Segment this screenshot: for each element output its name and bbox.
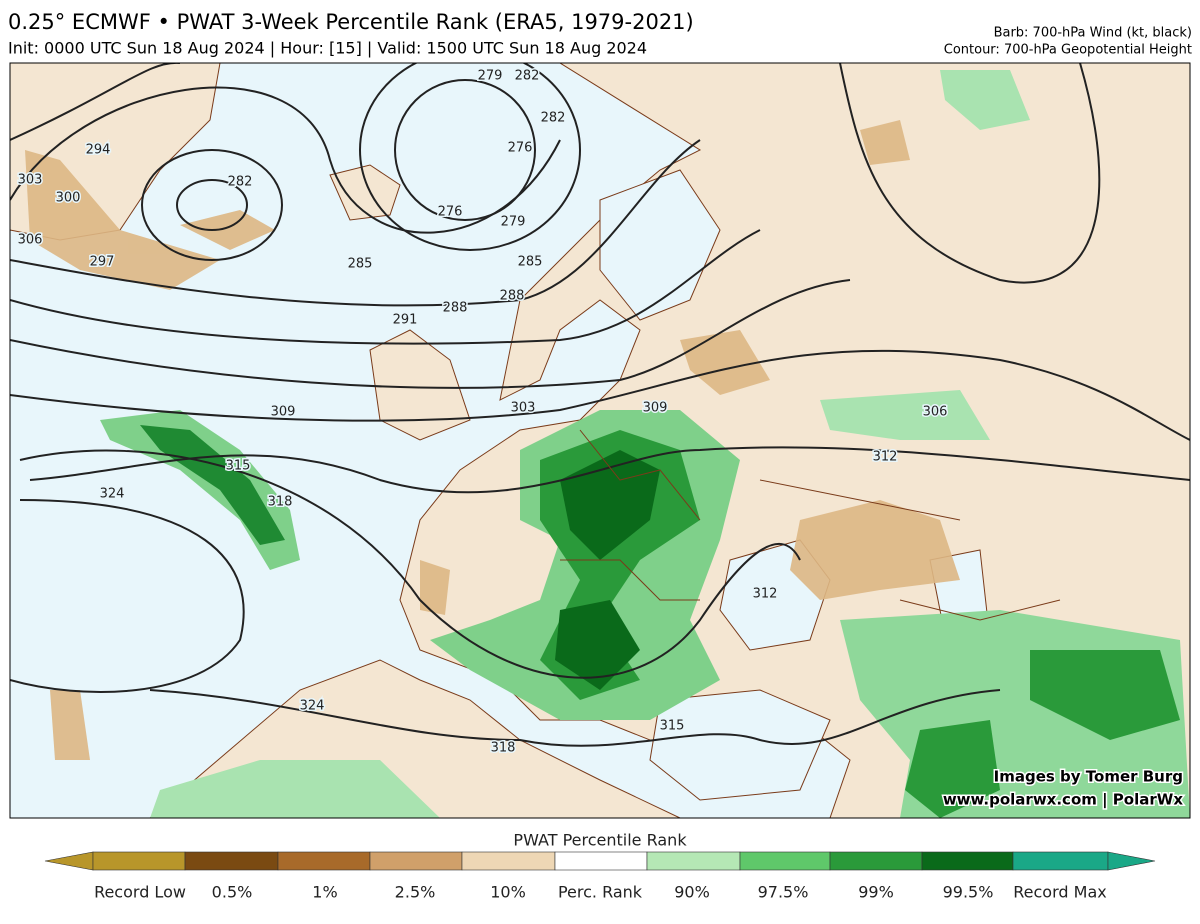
colorbar-label: Record Max [1013,883,1106,902]
colorbar-label: 97.5% [758,883,809,902]
contour-label: 324 [300,699,325,714]
colorbar-segment [1012,851,1109,871]
contour-label: 276 [508,141,533,156]
credit: www.polarwx.com | PolarWx [943,791,1184,810]
colorbar-segment [184,851,279,871]
colorbar-label: 1% [312,883,337,902]
contour-label: 324 [100,487,125,502]
contour-label: 306 [18,233,43,248]
contour-labels: 303 300 306 294 297 282 279 282 276 282 276 279 285 2… [16,67,949,757]
contour-label: 300 [56,191,81,206]
contour-label: 294 [86,143,111,158]
contour-label: 282 [228,175,253,190]
contour-label: 309 [643,401,668,416]
credit: Images by Tomer Burg [994,768,1183,786]
contour-note: Contour: 700-hPa Geopotential Height [944,43,1192,58]
colorbar-label: 99.5% [943,883,994,902]
contour-label: 285 [348,257,373,272]
colorbar-segment [829,851,923,871]
contour-label: 285 [518,255,543,270]
contour-label: 291 [393,313,418,328]
contour-label: 315 [226,459,251,474]
colorbar-title: PWAT Percentile Rank [513,831,687,850]
wet-areas [100,70,1190,818]
colorbar-segment [554,851,648,871]
colorbar-label: Record Low [94,883,186,902]
colorbar-label: 99% [858,883,894,902]
borders [560,429,1061,621]
colorbar-segment [1107,851,1156,871]
colorbar-segment [646,851,741,871]
contour-label: 282 [541,111,566,126]
colorbar-segment [369,851,463,871]
colorbar-segment [921,851,1014,871]
contour-label: 303 [18,173,43,188]
title: 0.25° ECMWF • PWAT 3-Week Percentile Ran… [8,10,694,34]
colorbar-label: 90% [674,883,710,902]
colorbar-label: 10% [490,883,526,902]
contour-label: 309 [271,405,296,420]
contour-label: 312 [753,587,778,602]
contour-label: 315 [660,719,685,734]
map-frame [9,62,1191,819]
contour-label: 303 [511,401,536,416]
colorbar-label: 0.5% [212,883,253,902]
contour-label: 282 [515,69,540,84]
contour-label: 288 [500,289,525,304]
map: 303 300 306 294 297 282 279 282 276 282 276 279 285 2… [10,63,1190,818]
dry-areas [25,120,960,760]
colorbar-labels: Record Low 0.5% 1% 2.5% 10% Perc. Rank 90% 97.5… [94,883,1107,902]
colorbar-segment [92,851,186,871]
contour-label: 279 [501,215,526,230]
subtitle: Init: 0000 UTC Sun 18 Aug 2024 | Hour: [… [8,39,647,58]
barb-note: Barb: 700-hPa Wind (kt, black) [994,26,1192,41]
contour-label: 279 [478,69,503,84]
contour-label: 318 [268,495,293,510]
colorbar-segment [277,851,371,871]
colorbar-segment [461,851,556,871]
colorbar-label: 2.5% [395,883,436,902]
contour-label: 312 [873,450,898,465]
contour-label: 297 [90,255,115,270]
contour-label: 318 [491,741,516,756]
contour-label: 276 [438,205,463,220]
contour-label: 288 [443,301,468,316]
colorbar-segment [739,851,831,871]
contours [10,63,1190,747]
colorbar-label: Perc. Rank [558,883,643,902]
colorbar [44,851,1156,871]
contour-label: 306 [923,405,948,420]
colorbar-segment [44,851,94,871]
